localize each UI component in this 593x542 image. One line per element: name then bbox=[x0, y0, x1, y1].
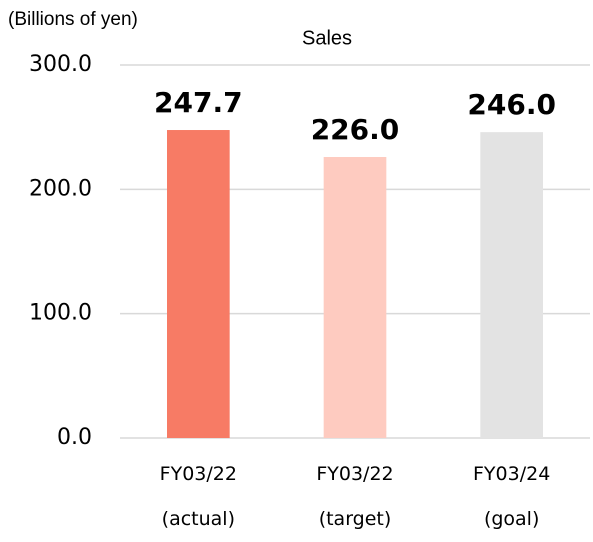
chart-title: Sales bbox=[302, 27, 352, 49]
y-tick-label: 200.0 bbox=[29, 176, 92, 201]
y-tick-label: 0.0 bbox=[57, 425, 92, 450]
y-tick-label: 100.0 bbox=[29, 301, 92, 326]
data-label: 226.0 bbox=[311, 113, 400, 146]
x-tick-label: FY03/22 (target) bbox=[316, 463, 394, 530]
x-tick-label: FY03/22 (actual) bbox=[159, 463, 237, 530]
y-axis-label: (Billions of yen) bbox=[8, 9, 138, 30]
bar bbox=[480, 132, 543, 438]
data-label: 247.7 bbox=[154, 86, 243, 119]
x-tick-label: FY03/24 (goal) bbox=[473, 463, 551, 530]
y-tick-label: 300.0 bbox=[29, 52, 92, 77]
data-label: 246.0 bbox=[467, 88, 556, 121]
bar bbox=[167, 130, 230, 438]
bar bbox=[323, 157, 387, 439]
